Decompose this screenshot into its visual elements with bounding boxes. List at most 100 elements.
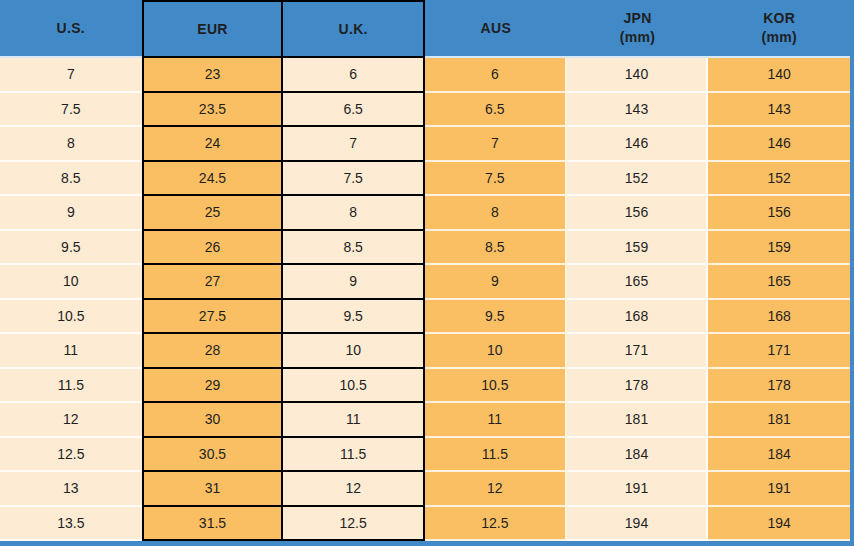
table-cell: 23.5: [142, 93, 284, 128]
column-header-label: EUR: [197, 20, 227, 39]
table-cell: 7.5: [283, 162, 425, 197]
table-cell: 30.5: [142, 438, 284, 473]
table-cell: 156: [708, 196, 850, 231]
table-cell: 181: [708, 403, 850, 438]
table-cell: 10: [425, 334, 567, 369]
column-header-label: KOR: [763, 9, 795, 28]
column-header-aus: AUS: [425, 0, 567, 58]
table-cell: 28: [142, 334, 284, 369]
column-header-kor: KOR (mm): [708, 0, 850, 58]
column-header-us: U.S.: [0, 0, 142, 58]
table-cell: 171: [567, 334, 709, 369]
table-cell: 171: [708, 334, 850, 369]
table-cell: 6.5: [283, 93, 425, 128]
table-cell: 27: [142, 265, 284, 300]
table-grid: U.S. EUR U.K. AUS JPN (mm) KOR (mm) 7236…: [0, 0, 850, 541]
table-cell: 7.5: [425, 162, 567, 197]
table-cell: 152: [708, 162, 850, 197]
table-cell: 26: [142, 231, 284, 266]
table-cell: 9.5: [283, 300, 425, 335]
table-cell: 184: [708, 438, 850, 473]
table-cell: 8.5: [0, 162, 142, 197]
table-cell: 9: [283, 265, 425, 300]
table-cell: 10.5: [0, 300, 142, 335]
table-cell: 165: [567, 265, 709, 300]
table-cell: 12: [283, 472, 425, 507]
table-cell: 31: [142, 472, 284, 507]
column-header-unit: (mm): [620, 28, 655, 47]
table-cell: 29: [142, 369, 284, 404]
table-cell: 152: [567, 162, 709, 197]
table-cell: 140: [708, 58, 850, 93]
table-cell: 11.5: [0, 369, 142, 404]
column-header-label: U.S.: [57, 19, 85, 38]
table-cell: 7.5: [0, 93, 142, 128]
table-cell: 156: [567, 196, 709, 231]
table-cell: 10: [0, 265, 142, 300]
table-cell: 12: [0, 403, 142, 438]
table-cell: 12.5: [0, 438, 142, 473]
table-cell: 8.5: [425, 231, 567, 266]
table-cell: 143: [708, 93, 850, 128]
table-cell: 10.5: [425, 369, 567, 404]
size-conversion-table: U.S. EUR U.K. AUS JPN (mm) KOR (mm) 7236…: [0, 0, 854, 546]
table-cell: 7: [283, 127, 425, 162]
table-cell: 13.5: [0, 507, 142, 542]
table-cell: 10: [283, 334, 425, 369]
table-cell: 11: [0, 334, 142, 369]
table-cell: 10.5: [283, 369, 425, 404]
table-cell: 11: [425, 403, 567, 438]
table-cell: 8: [0, 127, 142, 162]
column-header-jpn: JPN (mm): [567, 0, 709, 58]
table-cell: 7: [0, 58, 142, 93]
table-cell: 11: [283, 403, 425, 438]
table-cell: 159: [708, 231, 850, 266]
column-header-uk: U.K.: [283, 0, 425, 58]
table-cell: 146: [567, 127, 709, 162]
column-header-unit: (mm): [761, 28, 796, 47]
table-cell: 159: [567, 231, 709, 266]
table-cell: 9: [425, 265, 567, 300]
table-cell: 146: [708, 127, 850, 162]
table-cell: 24.5: [142, 162, 284, 197]
table-cell: 184: [567, 438, 709, 473]
table-cell: 6: [283, 58, 425, 93]
table-cell: 143: [567, 93, 709, 128]
table-cell: 9.5: [0, 231, 142, 266]
table-cell: 8: [425, 196, 567, 231]
table-cell: 168: [567, 300, 709, 335]
table-cell: 23: [142, 58, 284, 93]
table-cell: 12.5: [283, 507, 425, 542]
table-cell: 25: [142, 196, 284, 231]
table-cell: 194: [708, 507, 850, 542]
table-cell: 11.5: [425, 438, 567, 473]
table-cell: 6.5: [425, 93, 567, 128]
table-cell: 178: [708, 369, 850, 404]
table-cell: 8.5: [283, 231, 425, 266]
column-header-label: U.K.: [339, 20, 368, 39]
table-cell: 9: [0, 196, 142, 231]
table-cell: 30: [142, 403, 284, 438]
table-cell: 6: [425, 58, 567, 93]
table-cell: 191: [708, 472, 850, 507]
table-cell: 178: [567, 369, 709, 404]
table-cell: 27.5: [142, 300, 284, 335]
table-cell: 181: [567, 403, 709, 438]
table-cell: 8: [283, 196, 425, 231]
table-cell: 140: [567, 58, 709, 93]
table-cell: 12.5: [425, 507, 567, 542]
table-cell: 7: [425, 127, 567, 162]
table-cell: 168: [708, 300, 850, 335]
column-header-label: JPN: [623, 9, 651, 28]
table-cell: 11.5: [283, 438, 425, 473]
table-cell: 9.5: [425, 300, 567, 335]
table-cell: 191: [567, 472, 709, 507]
table-cell: 12: [425, 472, 567, 507]
column-header-eur: EUR: [142, 0, 284, 58]
table-cell: 165: [708, 265, 850, 300]
table-cell: 194: [567, 507, 709, 542]
column-header-label: AUS: [481, 19, 511, 38]
table-cell: 31.5: [142, 507, 284, 542]
table-cell: 24: [142, 127, 284, 162]
table-cell: 13: [0, 472, 142, 507]
